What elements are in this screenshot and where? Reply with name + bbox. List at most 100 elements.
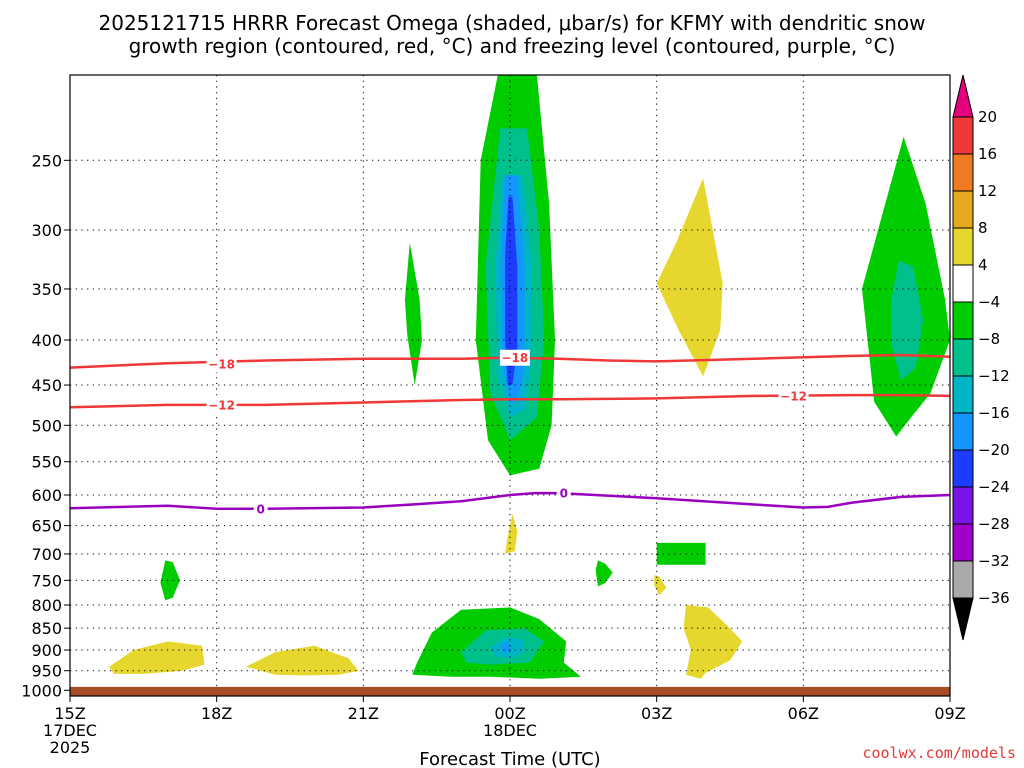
colorbar-tick-7: −12 (978, 367, 1010, 385)
freezing-level-line (70, 491, 950, 511)
minus12-isotherm-label-0: −12 (208, 398, 235, 412)
colorbar-box-9 (952, 449, 974, 488)
x-tick-label-3-line-0: 18Z (201, 704, 232, 723)
x-tick-label-6: 21Z (348, 704, 379, 723)
colorbar-box-3 (952, 227, 974, 266)
freezing-level-label-0: 0 (256, 502, 264, 516)
colorbar-tick-2: 12 (978, 182, 997, 200)
colorbar-tick-1: 16 (978, 145, 997, 163)
colorbar-box-0 (952, 116, 974, 155)
x-tick-label-0-line-0: 15Z (54, 704, 85, 723)
minus18-isotherm-label-bg-0 (206, 356, 237, 373)
omega-green-rect-level-0 (656, 542, 706, 565)
colorbar-box-11 (952, 523, 974, 562)
x-tick-label-0: 15Z 17DEC 2025 (43, 704, 97, 757)
y-tick-label-750: 750 (31, 571, 62, 590)
y-tick-label-400: 400 (31, 331, 62, 350)
freezing-level-label-1: 0 (560, 487, 568, 501)
colorbar-bottom-arrow (952, 597, 974, 641)
y-tick-label-300: 300 (31, 221, 62, 240)
y-tick-label-800: 800 (31, 596, 62, 615)
y-tick-label-950: 950 (31, 662, 62, 681)
y-tick-label-1000: 1000 (21, 681, 62, 700)
omega-right-updraft-level-1 (891, 260, 924, 381)
minus18-isotherm-line (70, 353, 950, 369)
x-tick-label-15-line-0: 06Z (788, 704, 819, 723)
freezing-level-label-bg-0 (253, 500, 268, 517)
colorbar-box-6 (952, 338, 974, 377)
colorbar-tick-11: −28 (978, 515, 1010, 533)
y-tick-label-450: 450 (31, 376, 62, 395)
y-tick-label-700: 700 (31, 545, 62, 564)
colorbar-tick-5: −4 (978, 293, 1000, 311)
colorbar-tick-12: −32 (978, 552, 1010, 570)
omega-yellow-3-level-0 (505, 513, 518, 554)
chart-title-line-2: growth region (contoured, red, °C) and f… (129, 34, 896, 58)
x-tick-label-3: 18Z (201, 704, 232, 723)
omega-shading-layer (109, 75, 950, 679)
ground-surface (70, 686, 950, 696)
colorbar-box-10 (952, 486, 974, 525)
omega-small-green-1-level-0 (404, 242, 422, 385)
x-tick-label-12-line-0: 03Z (641, 704, 672, 723)
y-tick-label-650: 650 (31, 517, 62, 536)
omega-yellow-5-level-0 (683, 605, 743, 679)
colorbar-tick-10: −24 (978, 478, 1010, 496)
y-axis: 250 300 350 400 450 500 550 600 650 700 750 800 850 9… (21, 151, 70, 700)
minus18-isotherm-label-1: −18 (502, 351, 529, 365)
y-tick-label-600: 600 (31, 486, 62, 505)
x-axis-title: Forecast Time (UTC) (419, 749, 600, 768)
x-tick-label-18: 09Z (934, 704, 965, 723)
colorbar-box-5 (952, 301, 974, 340)
colorbar: 20 16 12 8 4 −4 −8 −12 −16 −20 −24 −28 −32 −36 (952, 74, 1010, 641)
colorbar-top-arrow (952, 74, 974, 118)
colorbar-tick-8: −16 (978, 404, 1010, 422)
colorbar-box-2 (952, 190, 974, 229)
colorbar-tick-6: −8 (978, 330, 1000, 348)
y-tick-label-350: 350 (31, 280, 62, 299)
x-tick-label-0-line-1: 17DEC (43, 721, 97, 740)
x-tick-label-9-line-0: 00Z (494, 704, 525, 723)
colorbar-box-1 (952, 153, 974, 192)
x-tick-label-9: 00Z 18DEC (483, 704, 537, 740)
minus12-isotherm-label-bg-1 (778, 387, 809, 404)
x-tick-label-0-line-2: 2025 (50, 738, 91, 757)
chart-title-line-1: 2025121715 HRRR Forecast Omega (shaded, … (99, 11, 926, 35)
x-tick-label-6-line-0: 21Z (348, 704, 379, 723)
colorbar-box-12 (952, 560, 974, 599)
x-tick-label-18-line-0: 09Z (934, 704, 965, 723)
contour-layer: −18 −18 −12 −12 0 0 (70, 349, 950, 517)
colorbar-box-8 (952, 412, 974, 451)
y-tick-label-550: 550 (31, 453, 62, 472)
omega-yellow-upper-level-0 (656, 178, 723, 377)
minus12-isotherm-label-1: −12 (780, 389, 807, 403)
minus18-isotherm-label-bg-1 (499, 349, 530, 366)
minus18-isotherm-label-0: −18 (208, 358, 235, 372)
minus12-isotherm-label-bg-0 (206, 396, 237, 413)
y-tick-label-850: 850 (31, 619, 62, 638)
freezing-level-label-bg-1 (556, 485, 571, 502)
omega-yellow-2-level-0 (246, 645, 359, 676)
colorbar-tick-9: −20 (978, 441, 1010, 459)
x-axis: 15Z 17DEC 2025 18Z 21Z 00Z 18DEC 03Z 06Z 09Z (43, 696, 966, 757)
credit-text: coolwx.com/models (862, 744, 1016, 762)
colorbar-tick-0: 20 (978, 108, 997, 126)
x-tick-label-9-line-1: 18DEC (483, 721, 537, 740)
colorbar-box-4 (952, 264, 974, 303)
omega-small-green-2-level-0 (160, 560, 180, 601)
colorbar-tick-13: −36 (978, 589, 1010, 607)
y-tick-label-250: 250 (31, 151, 62, 170)
y-tick-label-900: 900 (31, 641, 62, 660)
x-tick-label-15: 06Z (788, 704, 819, 723)
colorbar-tick-3: 8 (978, 219, 988, 237)
minus12-isotherm-line (70, 393, 950, 409)
colorbar-box-7 (952, 375, 974, 414)
y-tick-label-500: 500 (31, 416, 62, 435)
omega-main-updraft-level-4 (505, 196, 518, 385)
x-tick-label-12: 03Z (641, 704, 672, 723)
omega-yellow-1-level-0 (109, 641, 205, 674)
omega-small-green-3-level-0 (595, 560, 613, 587)
omega-low-level-updraft-level-3 (500, 640, 511, 654)
colorbar-tick-4: 4 (978, 256, 988, 274)
